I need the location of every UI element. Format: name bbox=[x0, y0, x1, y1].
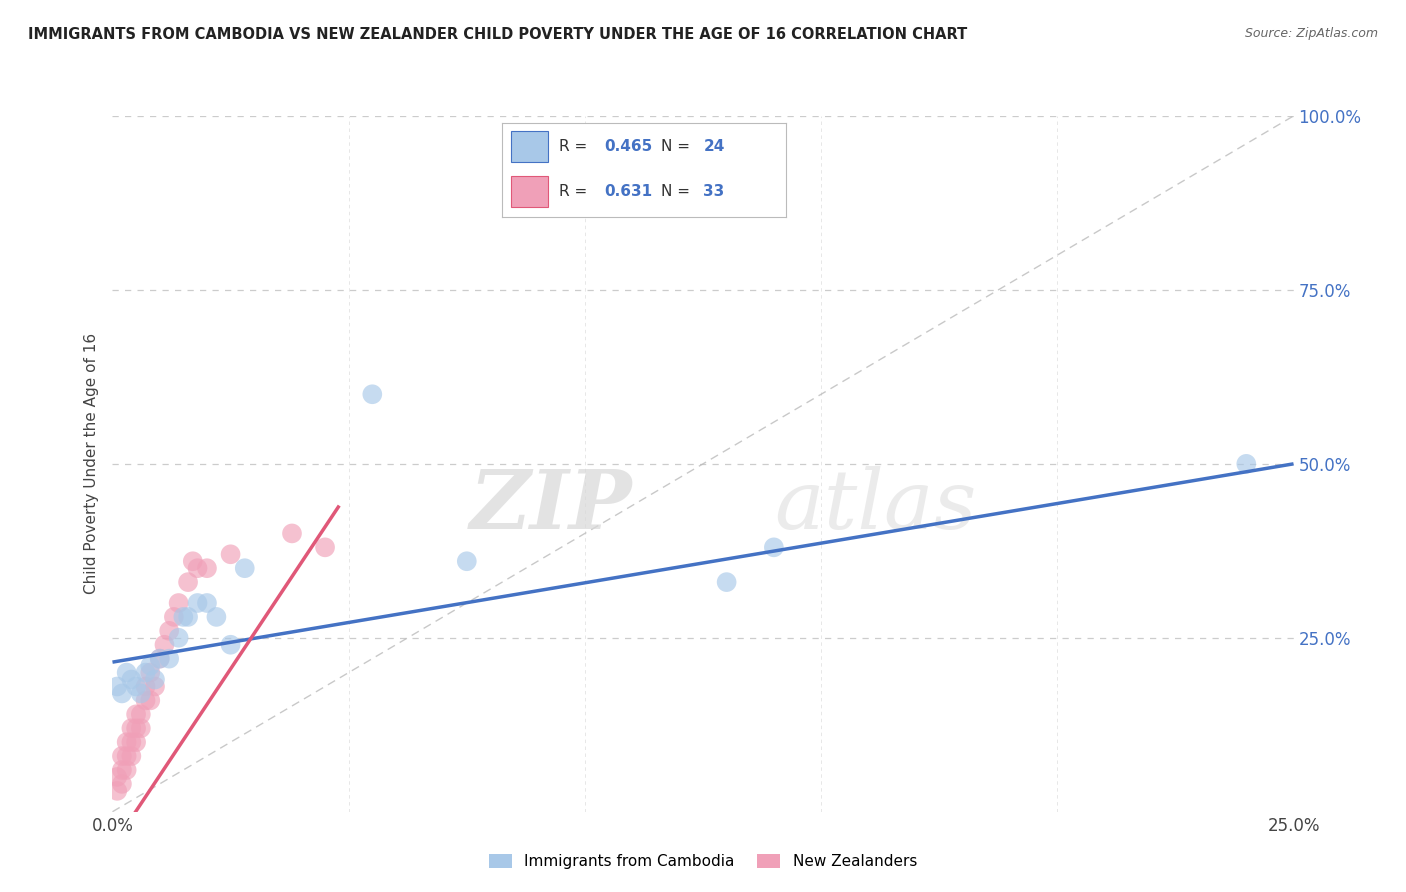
Point bbox=[361, 387, 384, 401]
Point bbox=[177, 575, 200, 590]
Point bbox=[163, 610, 186, 624]
Point bbox=[205, 610, 228, 624]
Point bbox=[135, 665, 157, 680]
Point bbox=[167, 631, 190, 645]
Point bbox=[111, 777, 134, 791]
Point bbox=[115, 749, 138, 764]
Point bbox=[762, 541, 785, 555]
Point bbox=[456, 554, 478, 568]
Point bbox=[139, 658, 162, 673]
Point bbox=[219, 547, 242, 561]
Point bbox=[120, 673, 142, 687]
Point bbox=[157, 624, 180, 638]
Point bbox=[716, 575, 738, 590]
Point bbox=[129, 707, 152, 722]
Point bbox=[233, 561, 256, 575]
Point bbox=[149, 651, 172, 665]
Point bbox=[143, 680, 166, 694]
Point bbox=[111, 763, 134, 777]
Text: Source: ZipAtlas.com: Source: ZipAtlas.com bbox=[1244, 27, 1378, 40]
Text: atlas: atlas bbox=[773, 466, 976, 546]
Point bbox=[120, 721, 142, 735]
Point bbox=[125, 707, 148, 722]
Point bbox=[115, 735, 138, 749]
Point bbox=[314, 541, 336, 555]
Point bbox=[115, 665, 138, 680]
Point bbox=[125, 680, 148, 694]
Point bbox=[135, 680, 157, 694]
Point bbox=[120, 735, 142, 749]
Point bbox=[139, 665, 162, 680]
Point bbox=[167, 596, 190, 610]
Point bbox=[157, 651, 180, 665]
Point bbox=[105, 680, 128, 694]
Point bbox=[195, 561, 218, 575]
Point bbox=[115, 763, 138, 777]
Point bbox=[149, 651, 172, 665]
Point bbox=[125, 735, 148, 749]
Point bbox=[186, 561, 208, 575]
Point bbox=[129, 686, 152, 700]
Text: IMMIGRANTS FROM CAMBODIA VS NEW ZEALANDER CHILD POVERTY UNDER THE AGE OF 16 CORR: IMMIGRANTS FROM CAMBODIA VS NEW ZEALANDE… bbox=[28, 27, 967, 42]
Point bbox=[135, 693, 157, 707]
Point bbox=[111, 686, 134, 700]
Point bbox=[143, 673, 166, 687]
Point bbox=[139, 693, 162, 707]
Point bbox=[120, 749, 142, 764]
Point bbox=[111, 749, 134, 764]
Point bbox=[181, 554, 204, 568]
Point bbox=[105, 784, 128, 798]
Point bbox=[1234, 457, 1257, 471]
Point bbox=[281, 526, 304, 541]
Point bbox=[195, 596, 218, 610]
Point bbox=[125, 721, 148, 735]
Point bbox=[129, 721, 152, 735]
Point bbox=[177, 610, 200, 624]
Point bbox=[153, 638, 176, 652]
Point bbox=[186, 596, 208, 610]
Text: ZIP: ZIP bbox=[470, 466, 633, 546]
Point bbox=[105, 770, 128, 784]
Y-axis label: Child Poverty Under the Age of 16: Child Poverty Under the Age of 16 bbox=[83, 334, 98, 594]
Point bbox=[172, 610, 194, 624]
Point bbox=[219, 638, 242, 652]
Legend: Immigrants from Cambodia, New Zealanders: Immigrants from Cambodia, New Zealanders bbox=[482, 848, 924, 875]
